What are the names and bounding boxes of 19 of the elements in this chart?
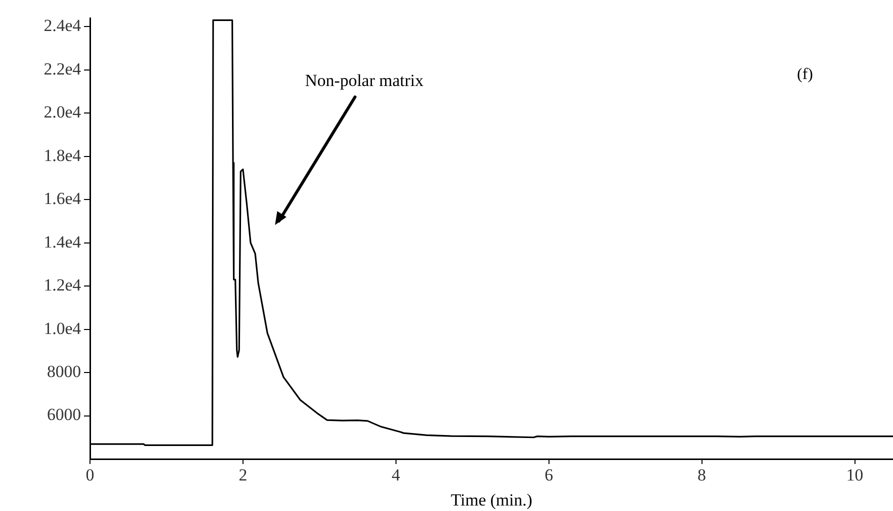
- annotation: (f): [797, 66, 813, 84]
- y-tick-label: 1.2e4: [44, 276, 82, 295]
- x-tick-label: 10: [846, 466, 864, 485]
- annotation: Non-polar matrix: [305, 71, 424, 90]
- x-tick-label: 6: [544, 466, 554, 485]
- x-tick-label: 0: [86, 466, 94, 485]
- y-tick-label: 1.8e4: [44, 146, 82, 165]
- x-tick-label: 2: [238, 466, 248, 485]
- x-tick-label: 8: [698, 466, 706, 485]
- y-tick-label: 2.0e4: [44, 102, 82, 122]
- y-tick-label: 8000: [47, 362, 81, 381]
- y-tick-label: 2.2e4: [44, 59, 82, 78]
- y-tick-label: 1.0e4: [44, 318, 82, 338]
- y-tick-label: 2.4e4: [44, 16, 82, 36]
- y-tick-label: 1.6e4: [44, 189, 82, 208]
- y-tick-label: 1.4e4: [44, 232, 82, 252]
- x-axis-title: Time (min.): [450, 490, 532, 510]
- y-tick-label: 6000: [47, 405, 81, 424]
- x-tick-label: 4: [392, 466, 401, 485]
